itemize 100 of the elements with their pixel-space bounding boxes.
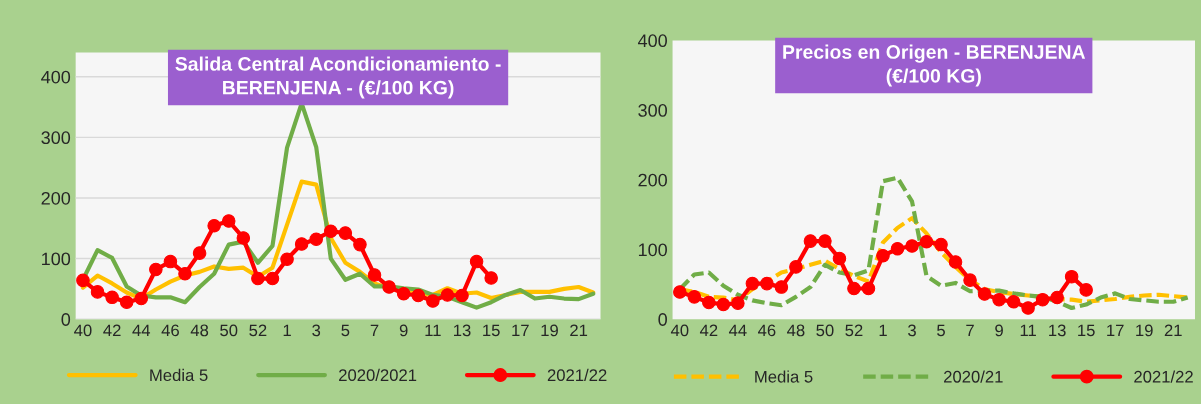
point [251, 271, 265, 286]
x-tick-label: 21 [570, 324, 588, 337]
point [309, 232, 323, 246]
x-tick-label: 42 [699, 324, 718, 337]
point [163, 254, 178, 269]
x-tick-label: 9 [399, 324, 408, 337]
point [1079, 283, 1093, 297]
x-tick-label: 21 [1164, 324, 1182, 337]
point [76, 273, 90, 288]
legend-label: 2021/22 [547, 368, 607, 382]
point [149, 262, 163, 277]
x-tick-label: 52 [845, 324, 863, 337]
x-tick-label: 50 [816, 324, 834, 337]
x-tick-label: 46 [161, 324, 179, 337]
x-tick-label: 15 [1078, 324, 1095, 337]
point [876, 248, 890, 263]
point [702, 295, 716, 310]
point [818, 234, 832, 248]
legend-label: Media 5 [755, 370, 813, 383]
y-tick-label: 100 [638, 243, 667, 257]
x-tick-label: 3 [908, 324, 916, 337]
point [382, 280, 396, 294]
point [774, 280, 789, 294]
point [731, 296, 745, 310]
text: Salida Central Acondicionamiento - BERENJENA - (€/100 KG) [175, 56, 501, 99]
point [221, 214, 236, 228]
point [847, 281, 861, 296]
point [236, 231, 251, 245]
point [948, 255, 963, 269]
point [977, 287, 992, 301]
x-tick-label: 1 [879, 324, 887, 337]
x-tick-label: 48 [190, 324, 209, 337]
point [338, 226, 353, 240]
point [265, 271, 280, 286]
point [789, 260, 803, 274]
x-tick-label: 1 [283, 324, 291, 337]
point [716, 297, 731, 312]
x-tick-label: 3 [312, 324, 321, 337]
point [367, 268, 382, 282]
point [324, 224, 338, 239]
x-tick-label: 40 [74, 324, 92, 337]
x-tick-label: 11 [1020, 324, 1036, 337]
x-tick-label: 5 [937, 324, 945, 337]
point [1035, 292, 1050, 307]
point [484, 271, 498, 285]
point [992, 292, 1006, 307]
point [1006, 294, 1021, 309]
x-tick-label: 5 [341, 324, 350, 337]
point [426, 294, 440, 308]
x-tick-label: 52 [249, 324, 267, 337]
text: Precios en Origen - BERENJENA (€/100 KG) [783, 44, 1086, 87]
x-tick-label: 13 [454, 324, 471, 337]
y-tick-label: 100 [42, 252, 71, 266]
point [890, 242, 905, 256]
point [353, 237, 367, 252]
x-tick-label: 7 [370, 324, 379, 337]
point [1021, 301, 1035, 315]
point [207, 219, 221, 233]
point [673, 285, 687, 299]
point [469, 254, 484, 269]
point [134, 291, 149, 306]
x-tick-label: 11 [425, 324, 441, 337]
x-tick-label: 48 [787, 324, 805, 337]
point [861, 281, 876, 296]
point [119, 295, 134, 309]
point [963, 273, 977, 287]
point [803, 234, 818, 248]
x-tick-label: 44 [728, 324, 747, 337]
point [687, 290, 702, 304]
point [396, 286, 411, 301]
x-tick-label: 40 [670, 324, 689, 337]
point [178, 266, 192, 281]
y-tick-label: 200 [638, 173, 667, 187]
legend-label: 2021/22 [1134, 370, 1193, 383]
x-tick-label: 17 [512, 324, 529, 337]
point [294, 237, 309, 251]
point [411, 288, 426, 303]
x-tick-label: 9 [995, 324, 1003, 337]
x-tick-label: 46 [758, 324, 776, 337]
y-tick-label: 400 [637, 34, 667, 48]
x-tick-label: 19 [1136, 324, 1153, 337]
point [934, 237, 948, 252]
y-tick-label: 200 [41, 191, 71, 205]
point [905, 239, 919, 253]
x-tick-label: 7 [966, 324, 974, 337]
point [440, 288, 455, 302]
y-tick-label: 0 [658, 313, 667, 326]
x-tick-label: 50 [220, 324, 238, 337]
x-tick-label: 15 [483, 324, 500, 337]
point [192, 246, 207, 260]
x-tick-label: 42 [103, 324, 121, 337]
x-tick-label: 13 [1049, 324, 1066, 337]
point [919, 235, 934, 249]
y-tick-label: 0 [61, 313, 71, 326]
y-tick-label: 400 [41, 70, 71, 84]
y-tick-label: 300 [41, 131, 71, 145]
x-tick-label: 19 [541, 324, 558, 337]
x-tick-label: 44 [132, 324, 151, 337]
point [1050, 290, 1064, 305]
legend-label: Media 5 [150, 368, 208, 382]
